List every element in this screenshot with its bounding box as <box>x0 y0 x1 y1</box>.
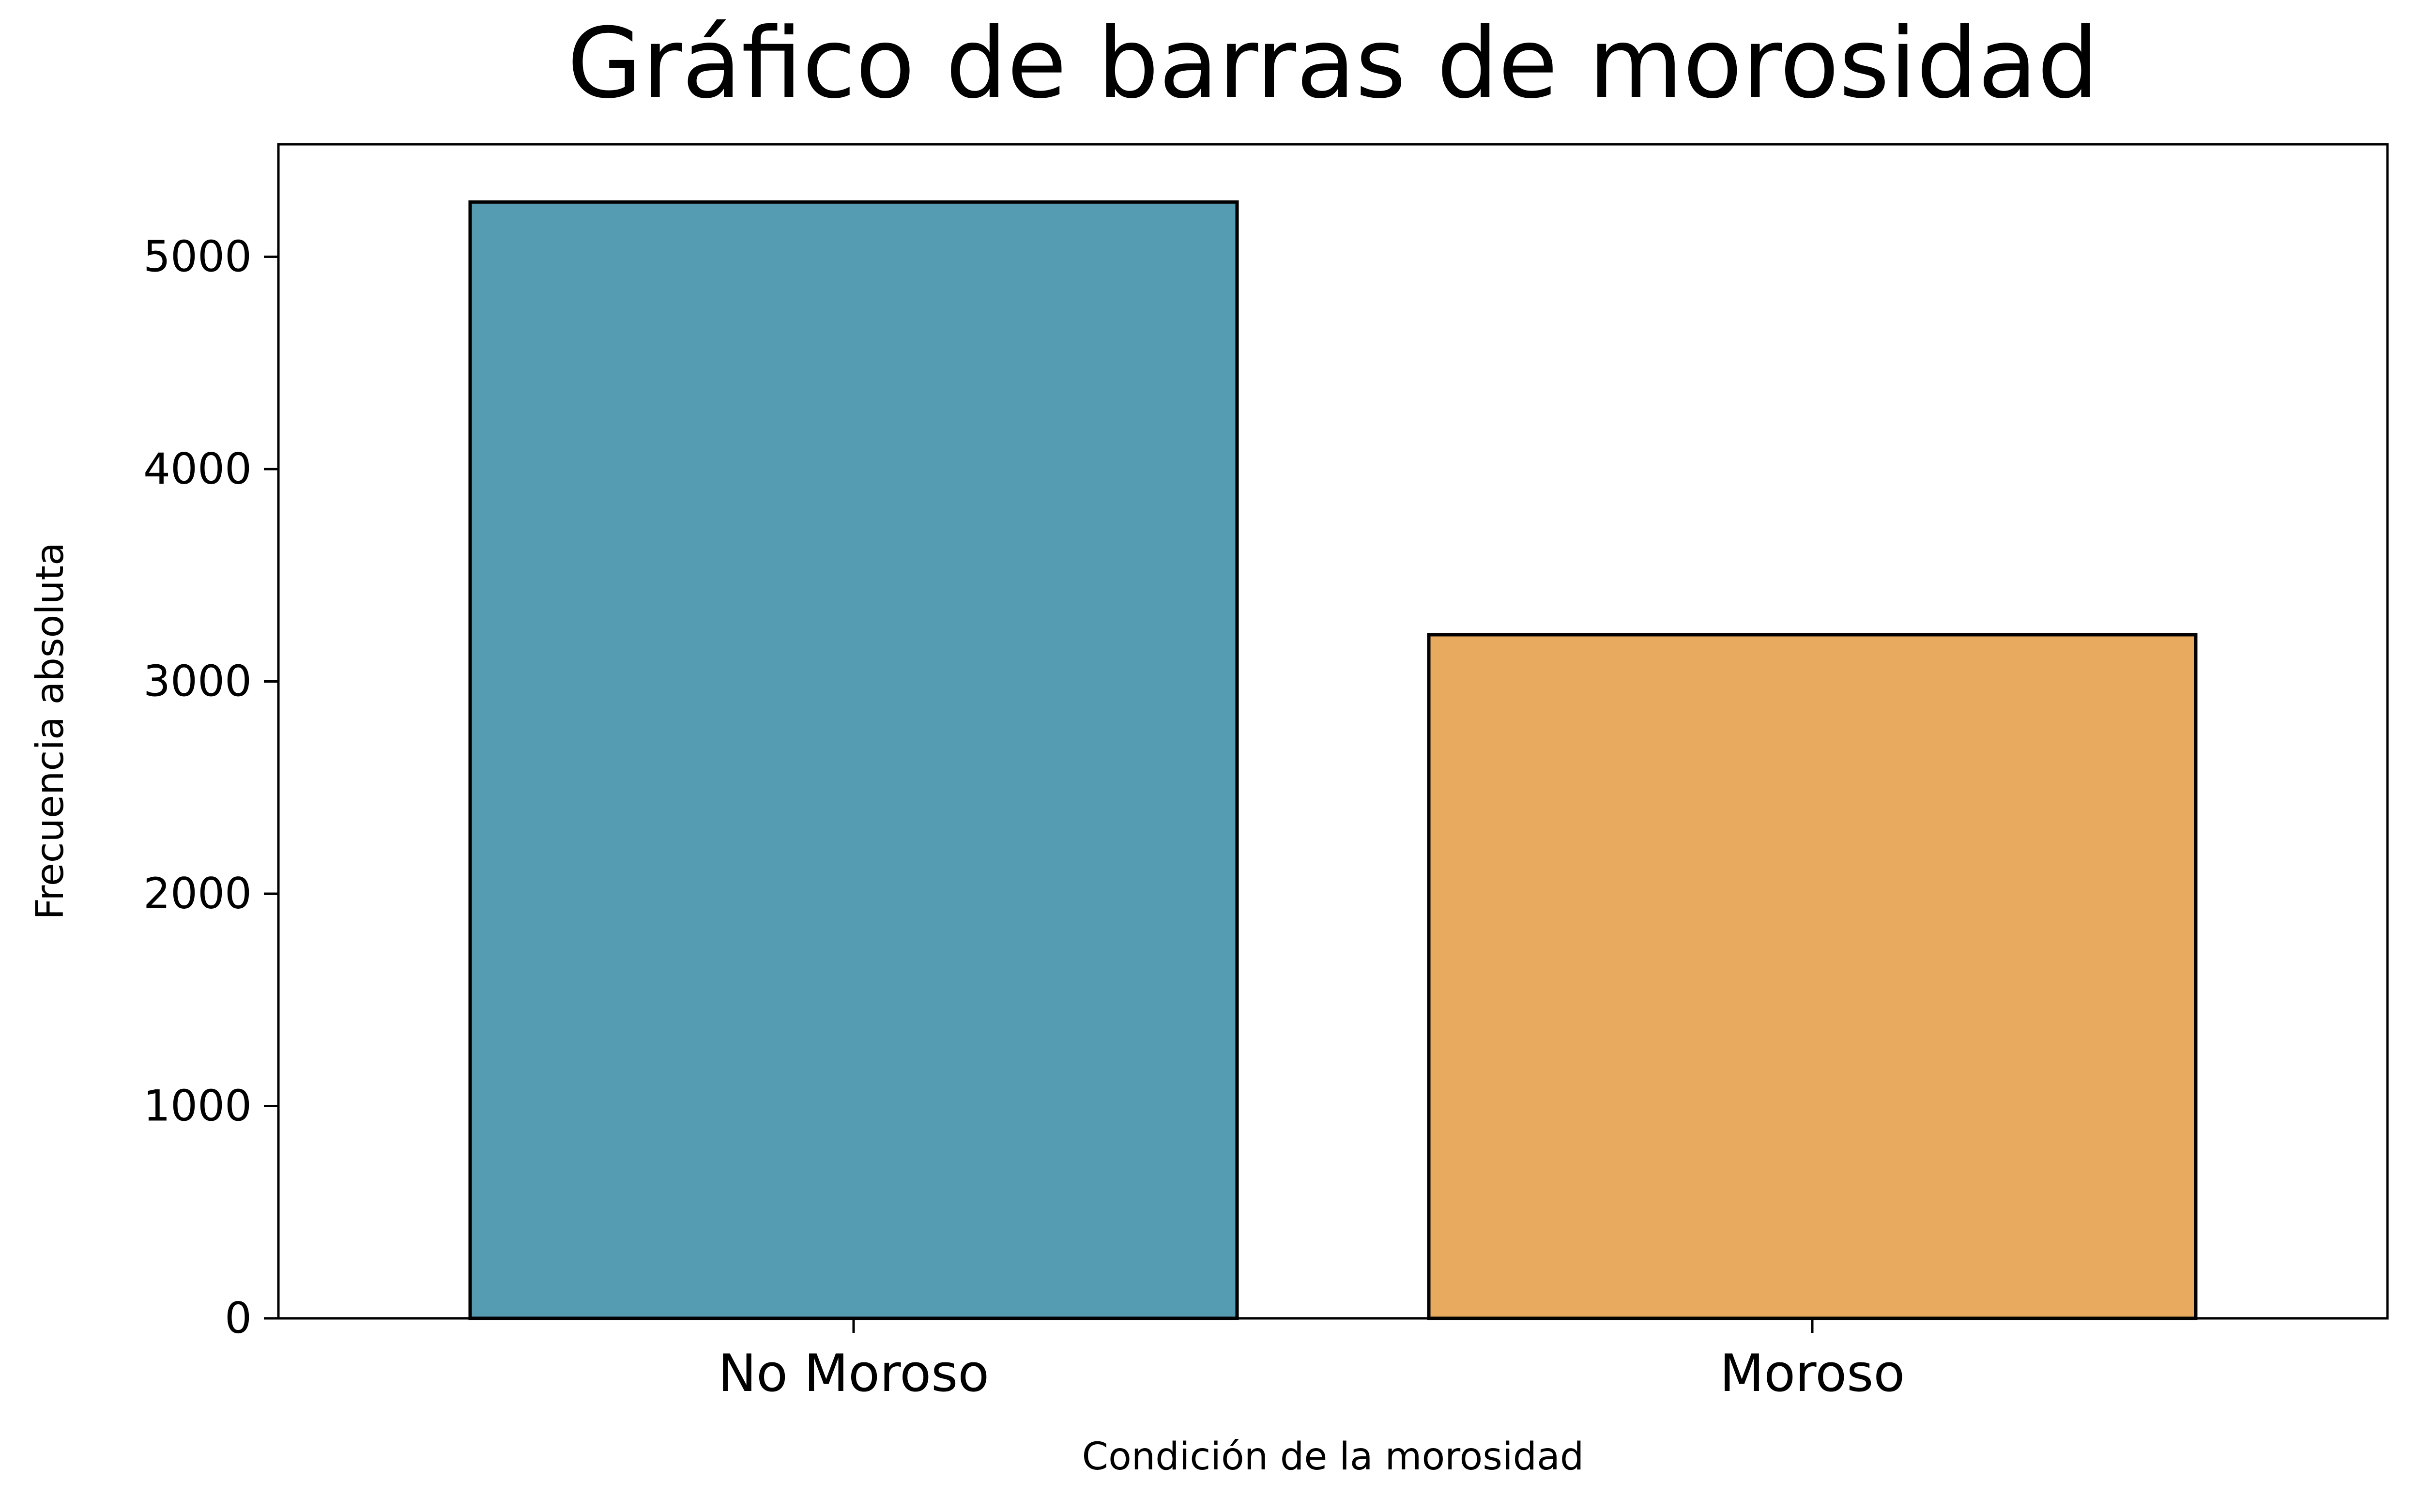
x-tick-label: Moroso <box>1720 1344 1905 1403</box>
y-tick-label: 4000 <box>143 444 252 494</box>
bar-moroso <box>1427 633 2198 1320</box>
x-tick-label: No Moroso <box>718 1344 989 1403</box>
y-tick-label: 5000 <box>143 231 252 281</box>
y-axis-label: Frecuencia absoluta <box>29 542 72 920</box>
x-axis-label: Condición de la morosidad <box>1082 1435 1584 1479</box>
y-tick-label: 3000 <box>143 656 252 706</box>
y-tick-label: 1000 <box>143 1081 252 1130</box>
y-axis: 0 1000 2000 3000 4000 5000 <box>143 231 278 1343</box>
x-axis: No Moroso Moroso <box>718 1318 1905 1403</box>
y-tick-label: 2000 <box>143 869 252 918</box>
chart-title: Gráfico de barras de morosidad <box>567 7 2098 120</box>
y-tick-label: 0 <box>225 1293 252 1343</box>
plot-frame <box>277 143 2389 1320</box>
bars-layer <box>468 200 2198 1320</box>
bar-no-moroso <box>468 200 1239 1320</box>
